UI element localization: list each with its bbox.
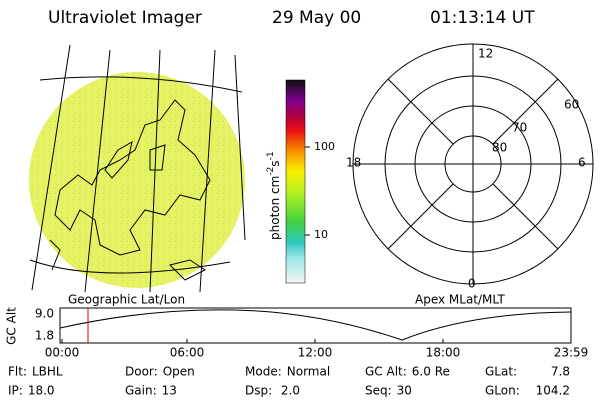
field-value: 18.0 (28, 384, 55, 398)
mlt-label: 0 (468, 277, 476, 291)
field-value: 30 (397, 384, 412, 398)
field-label: Dsp: (245, 384, 272, 398)
field-value: 104.2 (536, 384, 570, 398)
earth-image (29, 44, 246, 293)
field-label: Flt: (8, 365, 27, 379)
field-label: Seq: (365, 384, 392, 398)
field-label: IP: (8, 384, 23, 398)
altitude-tick: 9.0 (35, 307, 54, 321)
field-label: GLon: (485, 384, 520, 398)
caption: Apex MLat/MLT (415, 293, 505, 307)
mlat-label: 70 (512, 121, 527, 135)
field-value: 2.0 (281, 384, 300, 398)
time-label: 18:00 (426, 346, 461, 360)
time-label: 00:00 (45, 346, 80, 360)
mlat-label: 60 (564, 98, 579, 112)
field-label: GLat: (485, 365, 517, 379)
colorbar-tick-label: 10 (314, 228, 328, 241)
field-value: 6.0 Re (412, 365, 450, 379)
altitude-frame (59, 307, 572, 344)
time: 01:13:14 UT (430, 8, 535, 28)
field-value: 13 (162, 384, 177, 398)
field-label: Mode: (245, 365, 282, 379)
field-label: Door: (125, 365, 158, 379)
mlt-label: 12 (478, 47, 493, 61)
colorbar (285, 79, 306, 284)
field-value: Normal (287, 365, 330, 379)
altitude-tick: 1.8 (35, 329, 54, 343)
time-axis: 00:00 06:00 12:00 18:00 23:59 (45, 339, 589, 360)
colorbar-tick-label: 100 (314, 140, 335, 153)
polar-grid (352, 43, 594, 285)
field-label: GC Alt: (365, 365, 407, 379)
mlt-label: 6 (578, 156, 586, 170)
mlt-label: 18 (346, 156, 361, 170)
time-label: 06:00 (170, 346, 205, 360)
field-label: Gain: (125, 384, 157, 398)
caption: Geographic Lat/Lon (68, 293, 185, 307)
footer: Flt: LBHL Door: Open Mode: Normal GC Alt: 6.0 R… (8, 365, 570, 398)
time-label: 12:00 (298, 346, 333, 360)
time-label: 23:59 (554, 346, 589, 360)
field-value: 7.8 (551, 365, 570, 379)
date: 29 May 00 (272, 8, 361, 28)
mlat-label: 80 (492, 141, 507, 155)
field-value: LBHL (32, 365, 63, 379)
altitude-label: GC Alt (5, 307, 19, 345)
altitude-curve (59, 309, 572, 341)
field-value: Open (163, 365, 195, 379)
title: Ultraviolet Imager (48, 8, 202, 28)
colorbar-label: photon cm-2s-1 (266, 151, 282, 240)
